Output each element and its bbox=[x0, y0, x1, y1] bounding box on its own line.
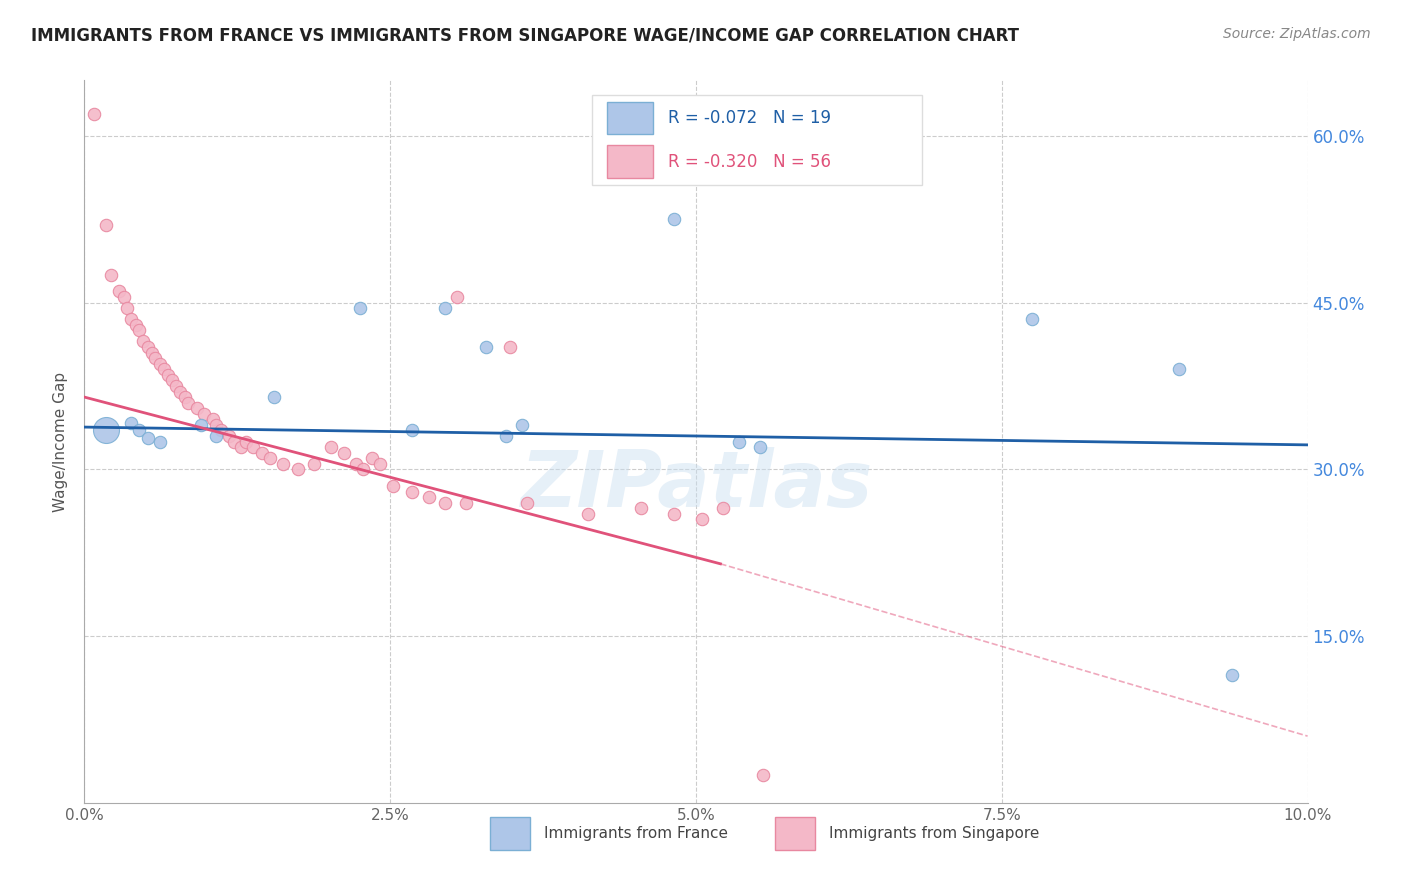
Point bbox=[418, 490, 440, 504]
Point bbox=[162, 373, 184, 387]
Point bbox=[516, 496, 538, 510]
Point bbox=[454, 496, 477, 510]
Point bbox=[100, 268, 122, 282]
Point bbox=[271, 457, 294, 471]
Point bbox=[153, 362, 176, 376]
Point bbox=[149, 357, 172, 371]
Point bbox=[96, 218, 118, 232]
Point bbox=[218, 429, 240, 443]
Point bbox=[186, 401, 208, 416]
Point bbox=[132, 334, 155, 349]
Point bbox=[510, 417, 533, 432]
Point bbox=[165, 379, 187, 393]
Point bbox=[401, 424, 423, 438]
Point bbox=[259, 451, 281, 466]
Point bbox=[576, 507, 599, 521]
Point bbox=[321, 440, 343, 454]
Point bbox=[1168, 362, 1191, 376]
Point bbox=[495, 429, 517, 443]
Point bbox=[752, 768, 775, 782]
Point bbox=[209, 424, 232, 438]
Point bbox=[141, 345, 163, 359]
Point bbox=[352, 462, 374, 476]
Point bbox=[169, 384, 191, 399]
Point bbox=[1021, 312, 1043, 326]
Point bbox=[748, 440, 770, 454]
Point bbox=[229, 440, 252, 454]
Point bbox=[263, 390, 285, 404]
Point bbox=[370, 457, 392, 471]
Point bbox=[193, 407, 215, 421]
Point bbox=[96, 424, 118, 438]
Point bbox=[434, 301, 457, 315]
Point bbox=[304, 457, 326, 471]
Point bbox=[662, 507, 685, 521]
Text: R = -0.072   N = 19: R = -0.072 N = 19 bbox=[668, 109, 831, 128]
FancyBboxPatch shape bbox=[606, 102, 654, 135]
FancyBboxPatch shape bbox=[776, 817, 814, 850]
Point bbox=[250, 445, 273, 459]
Point bbox=[107, 285, 129, 299]
Point bbox=[690, 512, 713, 526]
Point bbox=[344, 457, 367, 471]
Point bbox=[727, 434, 749, 449]
Point bbox=[115, 301, 138, 315]
Point bbox=[630, 501, 652, 516]
Point bbox=[332, 445, 354, 459]
Point bbox=[136, 431, 159, 445]
Point bbox=[401, 484, 423, 499]
Text: R = -0.320   N = 56: R = -0.320 N = 56 bbox=[668, 153, 831, 170]
Text: IMMIGRANTS FROM FRANCE VS IMMIGRANTS FROM SINGAPORE WAGE/INCOME GAP CORRELATION : IMMIGRANTS FROM FRANCE VS IMMIGRANTS FRO… bbox=[31, 27, 1019, 45]
Point bbox=[1220, 668, 1243, 682]
Point bbox=[381, 479, 404, 493]
Point bbox=[149, 434, 172, 449]
Point bbox=[201, 412, 224, 426]
Point bbox=[136, 340, 159, 354]
Point bbox=[446, 290, 468, 304]
Point bbox=[360, 451, 382, 466]
Text: Immigrants from France: Immigrants from France bbox=[544, 826, 728, 841]
Point bbox=[120, 312, 142, 326]
Point bbox=[143, 351, 166, 366]
Point bbox=[156, 368, 179, 382]
Point bbox=[83, 106, 105, 120]
Point bbox=[190, 417, 212, 432]
Y-axis label: Wage/Income Gap: Wage/Income Gap bbox=[53, 371, 69, 512]
Point bbox=[173, 390, 195, 404]
Point bbox=[112, 290, 135, 304]
Point bbox=[349, 301, 371, 315]
Point bbox=[662, 212, 685, 227]
Text: Source: ZipAtlas.com: Source: ZipAtlas.com bbox=[1223, 27, 1371, 41]
Text: Immigrants from Singapore: Immigrants from Singapore bbox=[830, 826, 1039, 841]
Point bbox=[711, 501, 734, 516]
Text: ZIPatlas: ZIPatlas bbox=[520, 447, 872, 523]
FancyBboxPatch shape bbox=[606, 145, 654, 178]
Point bbox=[128, 323, 150, 337]
Point bbox=[242, 440, 264, 454]
FancyBboxPatch shape bbox=[592, 95, 922, 185]
Point bbox=[177, 395, 200, 409]
Point bbox=[205, 429, 228, 443]
Point bbox=[474, 340, 496, 354]
Point bbox=[499, 340, 522, 354]
Point bbox=[287, 462, 309, 476]
Point bbox=[120, 416, 142, 430]
Point bbox=[235, 434, 257, 449]
Point bbox=[222, 434, 245, 449]
Point bbox=[128, 424, 150, 438]
Point bbox=[434, 496, 457, 510]
FancyBboxPatch shape bbox=[491, 817, 530, 850]
Point bbox=[205, 417, 228, 432]
Point bbox=[125, 318, 148, 332]
